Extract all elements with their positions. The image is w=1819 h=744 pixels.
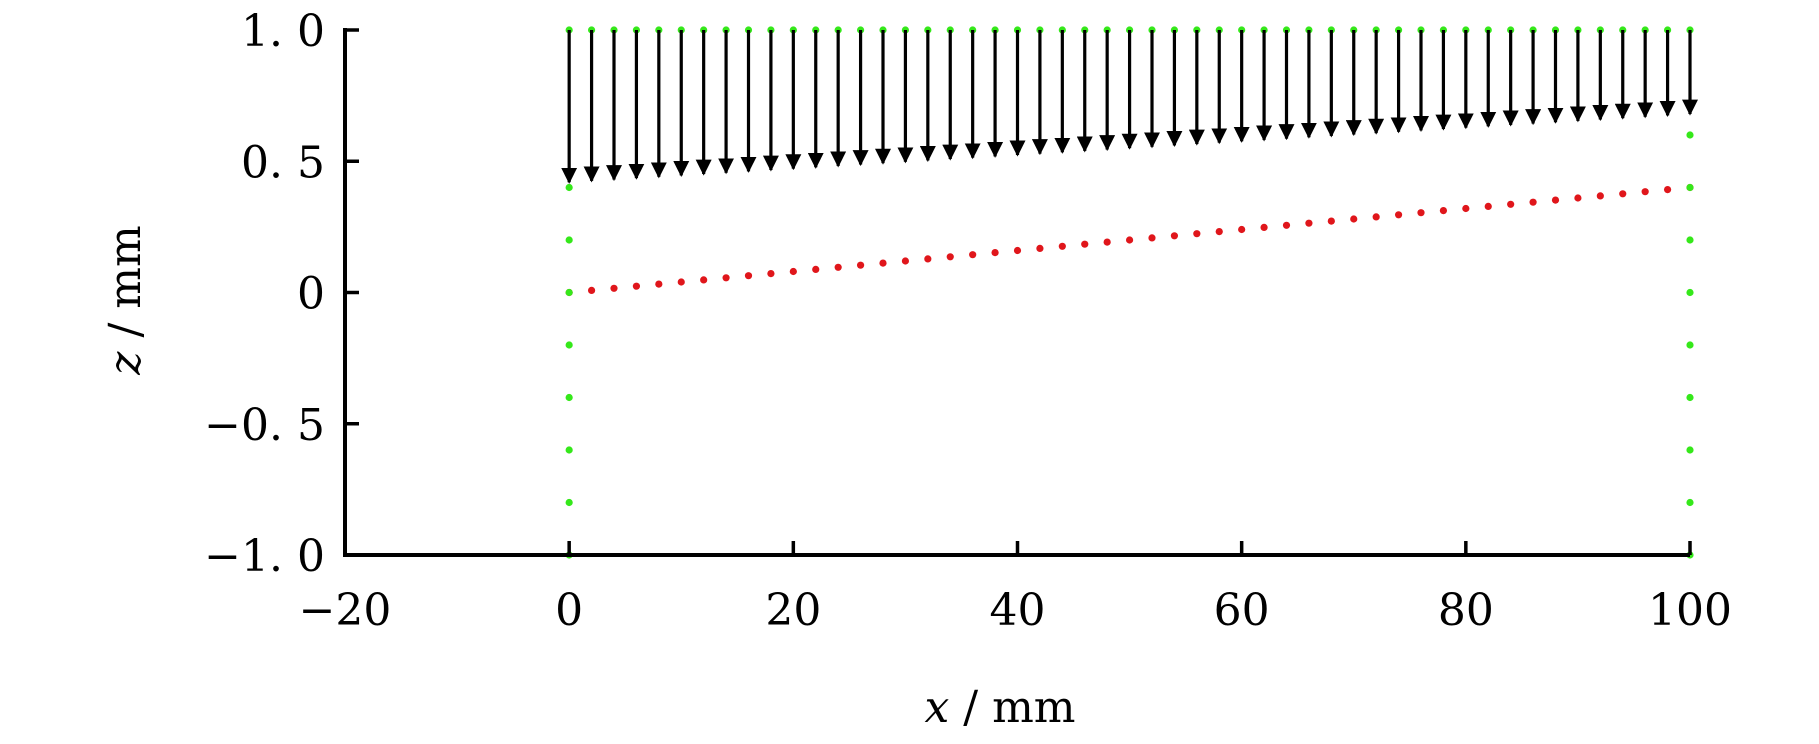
arrow-series — [561, 30, 1698, 184]
red-point — [587, 286, 596, 294]
red-point — [1148, 234, 1156, 242]
y-axis-var: z — [100, 351, 151, 376]
green-point — [1686, 498, 1694, 507]
red-point — [767, 270, 775, 278]
green-point — [1686, 236, 1694, 244]
x-axis-title: x / mm — [924, 682, 1075, 733]
red-point — [1663, 186, 1672, 194]
red-point — [1238, 225, 1246, 234]
red-point — [677, 278, 685, 286]
y-ticks: 1. 0 0. 5 0 −0. 5 −1. 0 — [204, 6, 359, 582]
red-point — [1596, 192, 1604, 200]
y-tick-label: 0 — [297, 269, 325, 320]
x-tick-label: 20 — [765, 585, 821, 636]
red-point — [1193, 230, 1201, 238]
red-point — [1058, 242, 1066, 250]
red-point — [1641, 188, 1649, 196]
green-point — [565, 498, 573, 507]
x-ticks: −20 0 20 40 60 80 100 — [299, 541, 1732, 636]
red-point — [1551, 196, 1560, 204]
green-point — [565, 341, 573, 349]
red-point — [1013, 246, 1022, 255]
red-point — [1327, 217, 1335, 225]
red-point — [1507, 200, 1515, 208]
red-point — [1394, 211, 1403, 219]
red-point — [1619, 190, 1627, 198]
red-point — [1574, 194, 1582, 202]
red-point — [632, 282, 641, 290]
y-tick-label: 0. 5 — [241, 137, 325, 188]
y-axis-unit: mm — [100, 225, 151, 308]
x-tick-label: 0 — [555, 585, 583, 636]
red-point — [879, 259, 887, 267]
red-point — [1417, 209, 1425, 217]
x-tick-label: 100 — [1648, 585, 1732, 636]
x-tick-label: 60 — [1214, 585, 1270, 636]
green-point — [1686, 393, 1694, 402]
red-point — [856, 261, 865, 269]
red-point — [812, 265, 820, 273]
x-tick-label: 40 — [990, 585, 1046, 636]
green-point — [1686, 131, 1694, 139]
red-point — [1462, 204, 1470, 213]
red-point — [1439, 207, 1448, 215]
red-point — [1215, 228, 1223, 236]
green-point — [565, 393, 573, 402]
green-point — [565, 288, 573, 297]
red-point — [1125, 236, 1134, 244]
red-point — [991, 249, 999, 257]
red-point — [700, 276, 708, 284]
green-point — [1686, 446, 1694, 454]
red-point — [789, 267, 797, 276]
red-point — [1036, 244, 1044, 252]
y-axis-title: z / mm — [100, 225, 151, 375]
green-point — [1686, 341, 1694, 349]
green-point — [565, 183, 573, 192]
y-tick-label: −1. 0 — [204, 531, 325, 582]
red-point — [834, 263, 842, 271]
red-point — [1081, 240, 1089, 248]
red-point — [744, 272, 753, 280]
x-tick-label: 80 — [1438, 585, 1494, 636]
red-point — [1529, 198, 1537, 206]
red-point — [1282, 221, 1291, 229]
red-points-series — [565, 183, 1694, 297]
red-point — [1484, 202, 1492, 210]
y-tick-label: −0. 5 — [204, 400, 325, 451]
red-point — [722, 274, 730, 282]
x-tick-label: −20 — [299, 585, 392, 636]
x-axis-unit: mm — [992, 682, 1075, 733]
green-point — [565, 236, 573, 244]
y-tick-label: 1. 0 — [241, 6, 325, 57]
red-point — [946, 253, 954, 261]
green-point — [1686, 288, 1694, 297]
red-point — [1372, 213, 1380, 221]
red-point — [610, 284, 618, 292]
red-point — [1260, 223, 1268, 231]
green-point — [1686, 183, 1694, 192]
x-axis-var: x — [924, 682, 949, 733]
red-point — [655, 280, 663, 288]
red-point — [901, 257, 910, 265]
red-point — [1350, 215, 1358, 223]
red-point — [1103, 238, 1111, 246]
red-point — [1170, 232, 1179, 240]
red-point — [969, 251, 977, 259]
red-point — [924, 255, 932, 263]
red-point — [1305, 219, 1313, 227]
green-point — [565, 446, 573, 454]
